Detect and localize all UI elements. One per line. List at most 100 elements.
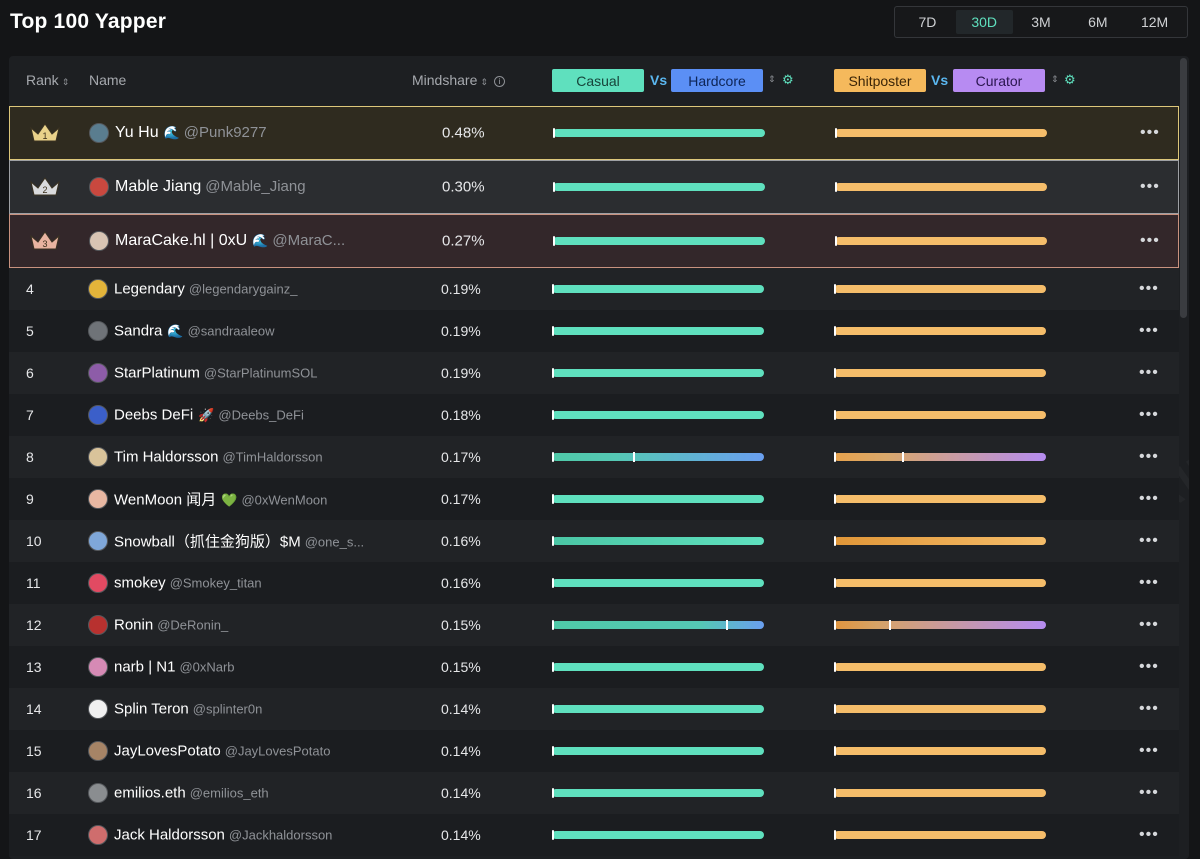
user-name-cell[interactable]: narb | N1 @0xNarb bbox=[114, 659, 235, 676]
table-row[interactable]: 14 Splin Teron @splinter0n 0.14% ••• bbox=[9, 688, 1179, 730]
more-options-icon[interactable]: ••• bbox=[1140, 178, 1160, 195]
user-name-cell[interactable]: Splin Teron @splinter0n bbox=[114, 701, 262, 718]
more-options-icon[interactable]: ••• bbox=[1139, 490, 1159, 507]
avatar[interactable] bbox=[89, 231, 109, 251]
avatar[interactable] bbox=[88, 279, 108, 299]
more-options-icon[interactable]: ••• bbox=[1139, 658, 1159, 675]
period-7d[interactable]: 7D bbox=[918, 14, 937, 30]
more-options-icon[interactable]: ••• bbox=[1139, 826, 1159, 843]
table-row[interactable]: 2 Mable Jiang @Mable_Jiang 0.30% ••• bbox=[9, 160, 1179, 214]
user-badge: 💚 bbox=[221, 492, 238, 508]
table-row[interactable]: 11 smokey @Smokey_titan 0.16% ••• bbox=[9, 562, 1179, 604]
info-icon[interactable]: i bbox=[493, 76, 505, 87]
sort-icon[interactable]: ⇕ bbox=[480, 77, 488, 87]
more-options-icon[interactable]: ••• bbox=[1140, 124, 1160, 141]
user-handle: @0xNarb bbox=[179, 659, 235, 675]
avatar[interactable] bbox=[88, 741, 108, 761]
rank-number: 3 bbox=[42, 239, 47, 249]
user-name-cell[interactable]: Jack Haldorsson @Jackhaldorsson bbox=[114, 827, 332, 844]
table-row[interactable]: 3 MaraCake.hl | 0xU 🌊 @MaraC... 0.27% ••• bbox=[9, 214, 1179, 268]
avatar[interactable] bbox=[88, 447, 108, 467]
table-row[interactable]: 10 Snowball（抓住金狗版）$M @one_s... 0.16% ••• bbox=[9, 520, 1179, 562]
sort-icon[interactable]: ⇕ bbox=[61, 77, 70, 87]
user-name-cell[interactable]: emilios.eth @emilios_eth bbox=[114, 785, 269, 802]
avatar[interactable] bbox=[88, 699, 108, 719]
more-options-icon[interactable]: ••• bbox=[1139, 742, 1159, 759]
table-row[interactable]: 9 WenMoon 闻月 💚 @0xWenMoon 0.17% ••• bbox=[9, 478, 1179, 520]
sort-icon[interactable]: ⇕ bbox=[768, 74, 776, 84]
user-name-cell[interactable]: WenMoon 闻月 💚 @0xWenMoon bbox=[114, 489, 327, 510]
user-handle: @Punk9277 bbox=[183, 124, 267, 141]
table-row[interactable]: 12 Ronin @DeRonin_ 0.15% ••• bbox=[9, 604, 1179, 646]
period-6m[interactable]: 6M bbox=[1088, 14, 1108, 30]
period-3m[interactable]: 3M bbox=[1031, 14, 1051, 30]
avatar[interactable] bbox=[88, 573, 108, 593]
user-handle: @Jackhaldorsson bbox=[228, 827, 333, 843]
more-options-icon[interactable]: ••• bbox=[1139, 406, 1159, 423]
user-name-cell[interactable]: smokey @Smokey_titan bbox=[114, 575, 262, 592]
avatar[interactable] bbox=[88, 825, 108, 845]
user-name-cell[interactable]: Legendary @legendarygainz_ bbox=[114, 281, 298, 298]
table-row[interactable]: 13 narb | N1 @0xNarb 0.15% ••• bbox=[9, 646, 1179, 688]
user-name-cell[interactable]: JayLovesPotato @JayLovesPotato bbox=[114, 743, 330, 760]
avatar[interactable] bbox=[88, 405, 108, 425]
more-options-icon[interactable]: ••• bbox=[1139, 448, 1159, 465]
table-row[interactable]: 5 Sandra 🌊 @sandraaleow 0.19% ••• bbox=[9, 310, 1179, 352]
bar-marker bbox=[725, 620, 728, 630]
period-12m[interactable]: 12M bbox=[1140, 14, 1169, 30]
user-name-cell[interactable]: Deebs DeFi 🚀 @Deebs_DeFi bbox=[114, 407, 304, 424]
table-row[interactable]: 7 Deebs DeFi 🚀 @Deebs_DeFi 0.18% ••• bbox=[9, 394, 1179, 436]
rank-header[interactable]: Rank ⇕ bbox=[26, 72, 70, 88]
user-name-cell[interactable]: Snowball（抓住金狗版）$M @one_s... bbox=[114, 531, 364, 552]
more-options-icon[interactable]: ••• bbox=[1139, 574, 1159, 591]
user-name-cell[interactable]: StarPlatinum @StarPlatinumSOL bbox=[114, 365, 318, 382]
user-name-cell[interactable]: Tim Haldorsson @TimHaldorsson bbox=[114, 449, 323, 466]
more-options-icon[interactable]: ••• bbox=[1139, 700, 1159, 717]
more-options-icon[interactable]: ••• bbox=[1139, 322, 1159, 339]
avatar[interactable] bbox=[88, 489, 108, 509]
more-options-icon[interactable]: ••• bbox=[1139, 532, 1159, 549]
casual-hardcore-bar bbox=[552, 536, 764, 546]
table-row[interactable]: 6 StarPlatinum @StarPlatinumSOL 0.19% ••• bbox=[9, 352, 1179, 394]
more-options-icon[interactable]: ••• bbox=[1139, 280, 1159, 297]
casual-hardcore-bar bbox=[553, 236, 765, 246]
user-name-cell[interactable]: Sandra 🌊 @sandraaleow bbox=[114, 323, 274, 340]
rank-number: 7 bbox=[26, 407, 34, 423]
avatar[interactable] bbox=[88, 783, 108, 803]
mindshare-value: 0.14% bbox=[441, 701, 481, 717]
settings-icon[interactable]: ⚙ bbox=[1064, 72, 1076, 87]
user-name-cell[interactable]: MaraCake.hl | 0xU 🌊 @MaraC... bbox=[115, 232, 345, 250]
mindshare-value: 0.14% bbox=[441, 743, 481, 759]
more-options-icon[interactable]: ••• bbox=[1139, 784, 1159, 801]
avatar[interactable] bbox=[88, 657, 108, 677]
shitposter-tag: Shitposter bbox=[834, 69, 926, 92]
avatar[interactable] bbox=[89, 123, 109, 143]
sort-icon[interactable]: ⇕ bbox=[1051, 74, 1059, 84]
more-options-icon[interactable]: ••• bbox=[1139, 616, 1159, 633]
scrollbar[interactable] bbox=[1180, 58, 1187, 318]
shitposter-curator-bar bbox=[834, 368, 1046, 378]
more-options-icon[interactable]: ••• bbox=[1139, 364, 1159, 381]
table-row[interactable]: 8 Tim Haldorsson @TimHaldorsson 0.17% ••• bbox=[9, 436, 1179, 478]
mindshare-header[interactable]: Mindshare ⇕ i bbox=[412, 72, 505, 88]
avatar[interactable] bbox=[88, 363, 108, 383]
avatar[interactable] bbox=[88, 615, 108, 635]
table-row[interactable]: 15 JayLovesPotato @JayLovesPotato 0.14% •… bbox=[9, 730, 1179, 772]
casual-hardcore-bar bbox=[552, 578, 764, 588]
table-row[interactable]: 17 Jack Haldorsson @Jackhaldorsson 0.14% … bbox=[9, 814, 1179, 856]
avatar[interactable] bbox=[89, 177, 109, 197]
settings-icon[interactable]: ⚙ bbox=[782, 72, 794, 87]
user-name-cell[interactable]: Yu Hu 🌊 @Punk9277 bbox=[115, 124, 267, 142]
table-row[interactable]: 4 Legendary @legendarygainz_ 0.19% ••• bbox=[9, 268, 1179, 310]
table-row[interactable]: 1 Yu Hu 🌊 @Punk9277 0.48% ••• bbox=[9, 106, 1179, 160]
user-name-cell[interactable]: Mable Jiang @Mable_Jiang bbox=[115, 178, 306, 196]
user-name-cell[interactable]: Ronin @DeRonin_ bbox=[114, 617, 228, 634]
more-options-icon[interactable]: ••• bbox=[1140, 232, 1160, 249]
avatar[interactable] bbox=[88, 531, 108, 551]
shitposter-curator-bar bbox=[834, 326, 1046, 336]
shitposter-curator-bar bbox=[834, 830, 1046, 840]
user-name: Yu Hu bbox=[115, 124, 159, 141]
avatar[interactable] bbox=[88, 321, 108, 341]
period-30d[interactable]: 30D bbox=[955, 10, 1013, 34]
table-row[interactable]: 16 emilios.eth @emilios_eth 0.14% ••• bbox=[9, 772, 1179, 814]
